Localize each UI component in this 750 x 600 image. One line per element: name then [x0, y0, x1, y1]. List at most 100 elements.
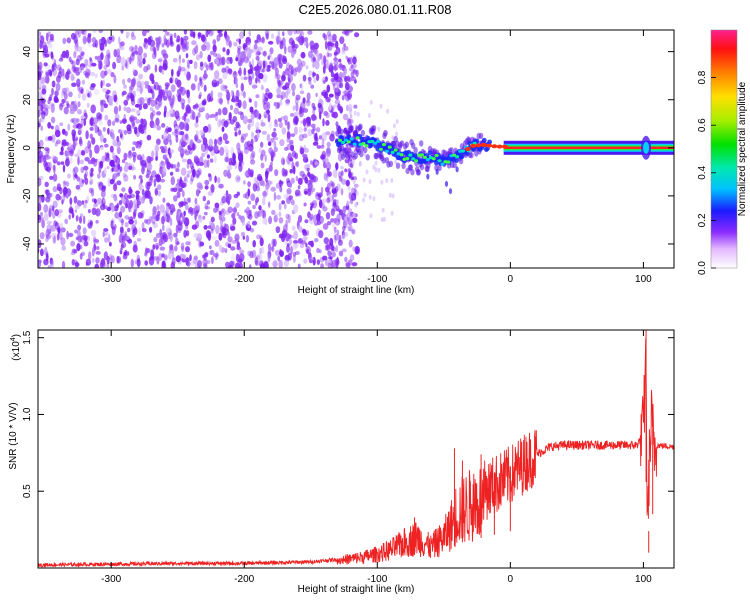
spectrogram-noise-blob — [351, 188, 355, 194]
spectrogram-noise-blob — [61, 128, 66, 135]
spectrogram-noise-blob — [333, 60, 339, 66]
spectrogram-noise-blob — [354, 202, 358, 208]
spectrogram-noise-blob — [185, 118, 190, 123]
spectrogram-noise-blob — [64, 218, 69, 225]
spectrogram-signal-highlight — [376, 139, 381, 143]
spectrogram-noise-blob — [325, 147, 331, 158]
spectrogram-noise-blob — [65, 156, 70, 161]
spectrogram-noise-blob — [197, 112, 201, 118]
spectrogram-noise-blob — [83, 235, 88, 241]
spectrogram-noise-blob — [135, 141, 139, 149]
spectrogram-signal-highlight — [411, 157, 416, 161]
spectrogram-noise-blob — [151, 150, 155, 158]
spectrogram-noise-blob — [94, 55, 98, 60]
spectrogram-noise-blob — [183, 41, 190, 45]
spectrogram-noise-blob — [300, 83, 304, 91]
spectrogram-noise-blob — [175, 255, 181, 263]
spectrogram-noise-blob — [80, 88, 84, 94]
spectrogram-noise-blob — [394, 159, 398, 165]
spectrogram-noise-blob — [249, 250, 254, 259]
spectrogram-noise-blob — [271, 238, 276, 248]
spectrogram-noise-blob — [69, 157, 73, 164]
spectrogram-noise-blob — [87, 160, 93, 165]
spectrogram-noise-blob — [322, 198, 327, 204]
spectrogram-noise-blob — [219, 219, 223, 227]
spectrogram-noise-blob — [214, 239, 220, 247]
spectrogram-noise-blob — [326, 84, 331, 93]
spectrogram-noise-blob — [321, 59, 325, 66]
spectrogram-noise-blob — [120, 30, 124, 34]
spectrogram-signal-halo — [419, 140, 424, 147]
spectrogram-noise-blob — [125, 235, 130, 240]
spectrogram-noise-blob — [199, 80, 204, 88]
spectrogram-noise-blob — [120, 232, 123, 240]
spectrogram-noise-blob — [299, 107, 305, 114]
spectrogram-noise-blob — [221, 196, 227, 204]
spectrogram-noise-blob — [369, 213, 373, 219]
spectrogram-noise-blob — [113, 152, 116, 162]
spectrogram-noise-blob — [53, 235, 56, 244]
spectrogram-noise-blob — [323, 91, 327, 99]
spectrogram-noise-blob — [285, 99, 291, 104]
spectrogram-signal-halo — [478, 132, 484, 140]
spectrogram-noise-blob — [50, 259, 55, 268]
spectrogram-noise-blob — [342, 90, 346, 95]
spectrogram-noise-blob — [295, 94, 301, 101]
spectrogram-noise-blob — [345, 262, 350, 267]
spectrogram-noise-blob — [157, 58, 163, 63]
spectrogram-noise-blob — [41, 219, 45, 229]
spectrogram-noise-blob — [331, 202, 337, 209]
spectrogram-noise-blob — [175, 211, 180, 221]
spectrogram-noise-blob — [40, 248, 44, 257]
spectrogram-noise-blob — [107, 233, 111, 243]
spectrogram-noise-blob — [183, 197, 186, 205]
spectrogram-noise-blob — [248, 80, 252, 86]
spectrogram-noise-blob — [118, 211, 123, 218]
spectrogram-noise-blob — [69, 197, 73, 206]
spectrogram-noise-blob — [155, 214, 160, 222]
spectrogram-noise-blob — [299, 106, 303, 115]
spectrogram-noise-blob — [184, 150, 190, 156]
spectrogram-noise-blob — [46, 161, 50, 166]
spectrogram-noise-blob — [161, 215, 165, 225]
spectrogram-noise-blob — [247, 118, 253, 123]
spectrogram-noise-blob — [158, 252, 163, 262]
spectrogram-noise-blob — [358, 160, 362, 166]
spectrogram-noise-blob — [178, 188, 183, 192]
spectrogram-noise-blob — [255, 77, 258, 84]
spectrogram-noise-blob — [49, 33, 55, 41]
spectrogram-x-tick-label: 100 — [635, 274, 652, 285]
spectrogram-noise-blob — [275, 226, 281, 234]
spectrogram-noise-blob — [210, 216, 215, 223]
spectrogram-noise-blob — [347, 261, 351, 268]
spectrogram-signal-highlight — [387, 145, 392, 149]
spectrogram-noise-blob — [253, 178, 259, 185]
spectrogram-noise-blob — [160, 160, 164, 166]
spectrogram-noise-blob — [247, 213, 253, 220]
spectrogram-noise-blob — [225, 261, 231, 268]
spectrogram-noise-blob — [151, 170, 157, 178]
spectrogram-noise-blob — [226, 97, 230, 105]
spectrogram-y-tick-label: 20 — [22, 94, 33, 106]
spectrogram-noise-blob — [49, 192, 54, 198]
spectrogram-noise-blob — [260, 141, 264, 148]
spectrogram-noise-blob — [353, 110, 357, 116]
spectrogram-noise-blob — [325, 186, 330, 193]
spectrogram-noise-blob — [196, 182, 203, 189]
spectrogram-noise-blob — [279, 80, 283, 89]
spectrogram-noise-blob — [63, 106, 69, 115]
spectrogram-noise-blob — [303, 188, 309, 195]
spectrogram-noise-blob — [108, 95, 113, 105]
spectrogram-noise-blob — [84, 58, 89, 67]
spectrogram-noise-blob — [203, 159, 208, 169]
spectrogram-noise-blob — [230, 246, 236, 251]
spectrogram-noise-blob — [156, 184, 162, 191]
spectrogram-noise-blob — [278, 217, 284, 224]
spectrogram-noise-blob — [253, 43, 258, 50]
spectrogram-noise-blob — [77, 109, 82, 115]
spectrogram-noise-blob — [113, 193, 117, 202]
spectrogram-noise-blob — [223, 193, 228, 201]
spectrogram-signal-peak — [470, 143, 477, 148]
spectrogram-signal-core — [459, 154, 465, 160]
spectrogram-noise-blob — [156, 138, 161, 145]
